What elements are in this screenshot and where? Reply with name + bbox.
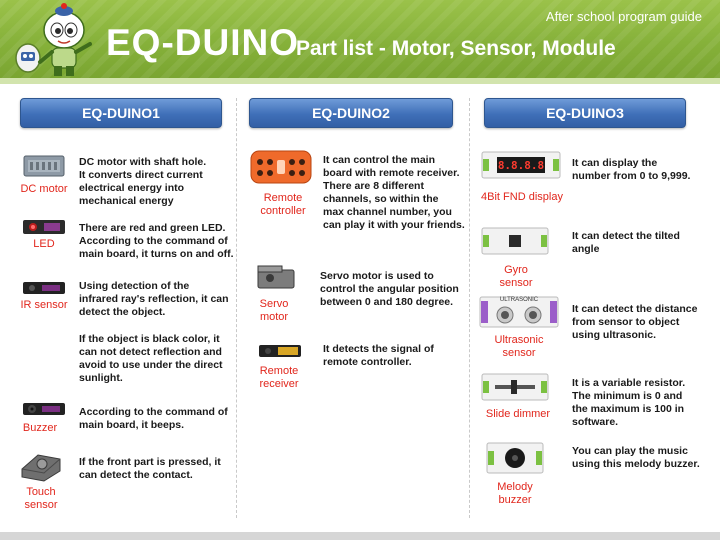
gyro-sensor-label: Gyro sensor [499,264,533,289]
footer-bar [0,532,720,540]
remote-receiver-description: It detects the signal of remote controlle… [323,343,434,368]
gyro-sensor-description: It can detect the tilted angle [572,230,680,255]
servo-motor-label: Servo motor [259,298,289,323]
touch-sensor-description: If the front part is pressed, it can dete… [79,456,221,481]
touch-sensor-label: Touch sensor [24,486,58,511]
servo-motor-description: Servo motor is used to control the angula… [320,270,459,308]
dc-motor-image [23,155,65,177]
led-module-image [23,220,65,234]
fnd-display-image [481,151,561,179]
ultrasonic-sensor-image [479,296,559,328]
header-pattern [0,0,720,78]
ultrasonic-sensor-description: It can detect the distance from sensor to… [572,303,698,341]
led-description: There are red and green LED. According to… [79,222,234,260]
remote-receiver-image [259,345,301,357]
fnd-display-description: It can display the number from 0 to 9,999… [572,157,691,182]
remote-controller-label: Remote controller [260,192,306,217]
remote-receiver-label: Remote receiver [259,365,299,390]
header-banner: After school program guide EQ-DUINO Part… [0,0,720,78]
column-header-eq-duino1: EQ-DUINO1 [20,98,222,128]
page-subtitle: Part list - Motor, Sensor, Module [296,37,616,60]
brand-title: EQ-DUINO [106,22,299,63]
ultrasonic-sensor-label: Ultrasonic sensor [494,334,544,359]
column-header-eq-duino3: EQ-DUINO3 [484,98,686,128]
column-header-eq-duino2: EQ-DUINO2 [249,98,453,128]
slide-dimmer-label: Slide dimmer [485,408,551,420]
ir-sensor-label: IR sensor [20,299,68,311]
melody-buzzer-image [486,442,544,474]
remote-controller-description: It can control the main board with remote… [323,154,465,231]
touch-sensor-image [21,454,61,482]
ir-sensor-warning: If the object is black color, it can not … [79,333,223,384]
fnd-display-label: 4Bit FND display [481,191,563,203]
slide-dimmer-image [481,373,549,401]
melody-buzzer-label: Melody buzzer [497,481,533,506]
buzzer-label: Buzzer [22,422,58,434]
servo-motor-image [257,265,295,289]
remote-controller-image [250,150,312,184]
dc-motor-description: DC motor with shaft hole. It converts dir… [79,156,207,207]
program-guide-caption: After school program guide [545,9,702,24]
ir-sensor-image [23,282,65,294]
header-underline [0,78,720,84]
melody-buzzer-description: You can play the music using this melody … [572,445,700,470]
buzzer-description: According to the command of main board, i… [79,406,228,431]
ir-sensor-description: Using detection of the infrared ray's ref… [79,280,229,318]
slide-dimmer-description: It is a variable resistor. The minimum is… [572,377,686,428]
fnd-display-digits: 8.8.8.8 [497,159,545,172]
led-label: LED [33,238,55,250]
column-divider [236,98,237,518]
ultrasonic-board-text: ULTRASONIC [499,297,539,303]
gyro-sensor-image [481,227,549,255]
dc-motor-label: DC motor [20,183,68,195]
column-divider [469,98,470,518]
buzzer-image [23,403,65,415]
robot-mascot-icon [15,3,92,76]
